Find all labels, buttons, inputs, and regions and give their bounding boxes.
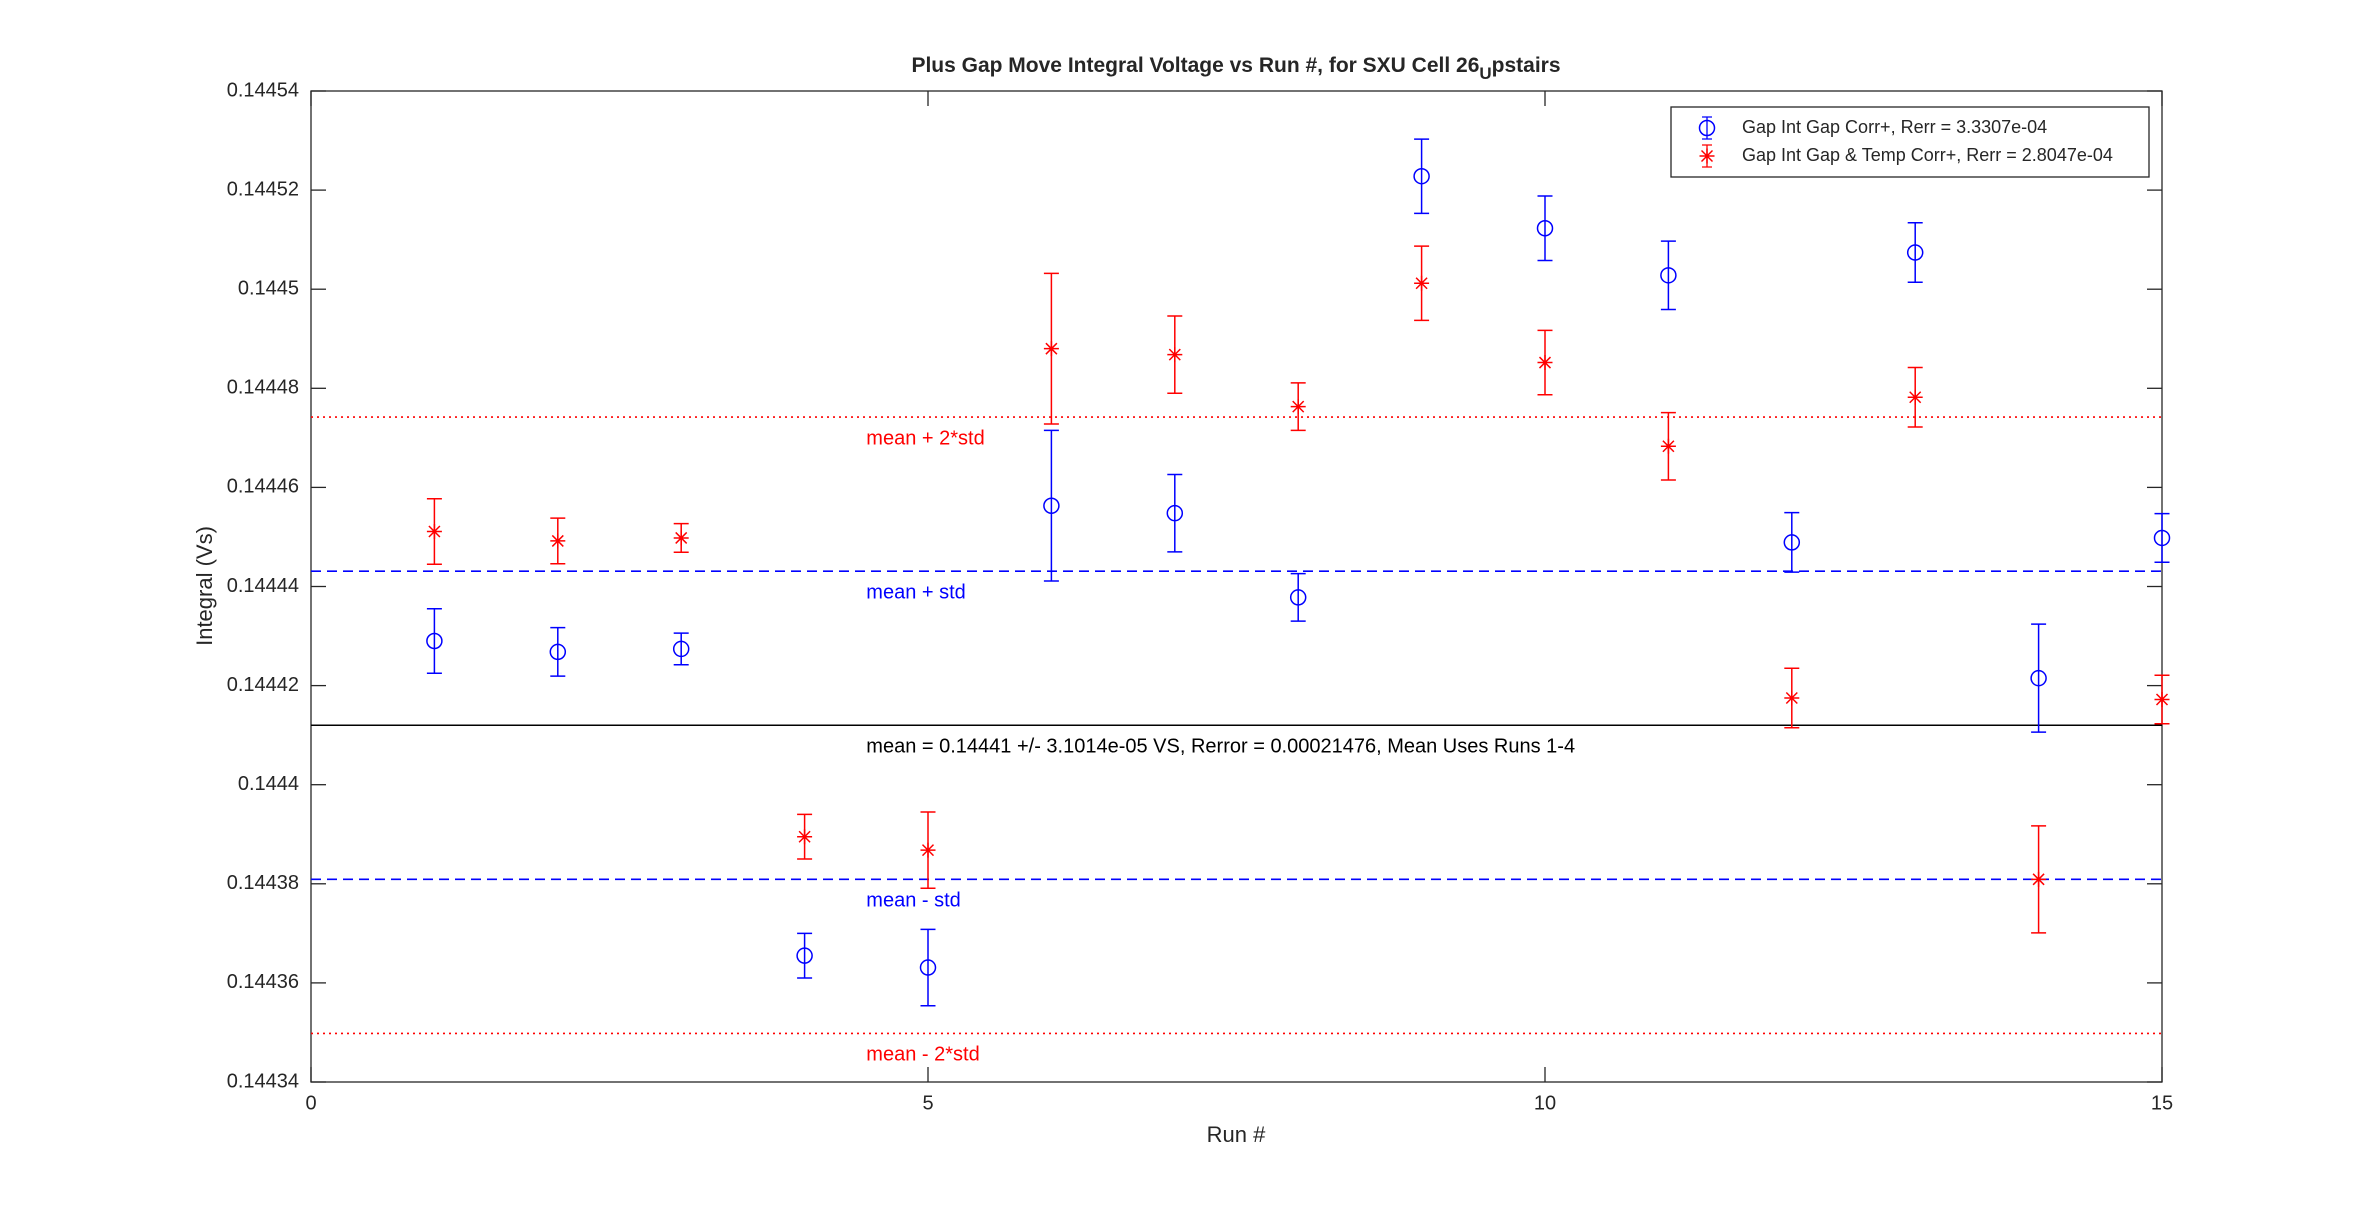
y-tick-label: 0.14436 [227, 971, 299, 993]
y-tick-label: 0.14444 [227, 575, 299, 597]
data-point [2030, 669, 2047, 687]
error-bar [2031, 623, 2047, 733]
error-bar [550, 626, 566, 677]
reference-label: mean + 2*std [866, 427, 984, 449]
error-bar [673, 632, 689, 666]
data-point [2031, 871, 2047, 887]
data-point [1783, 534, 1801, 551]
data-point [1414, 275, 1430, 291]
data-point [1906, 244, 1924, 261]
y-tick-label: 0.14448 [227, 377, 299, 399]
x-tick-label: 10 [1534, 1092, 1556, 1114]
reference-label: mean = 0.14441 +/- 3.1014e-05 VS, Rerror… [866, 736, 1575, 758]
data-point [672, 640, 690, 658]
data-point [1537, 355, 1553, 371]
reference-label: mean - 2*std [866, 1044, 979, 1066]
y-tick-label: 0.1445 [238, 277, 299, 299]
data-point [426, 524, 442, 539]
data-point [1043, 341, 1059, 357]
data-point [1167, 347, 1183, 363]
x-tick-label: 0 [305, 1092, 316, 1114]
y-tick-label: 0.14434 [227, 1070, 299, 1092]
data-point [2153, 529, 2171, 547]
error-bar [797, 932, 813, 979]
y-tick-label: 0.14438 [227, 872, 299, 894]
data-point [673, 530, 689, 546]
data-point [1907, 389, 1923, 405]
error-bar [920, 928, 936, 1007]
error-bar [1290, 572, 1306, 622]
error-bar [1043, 429, 1059, 582]
error-bar [1660, 240, 1676, 311]
error-bar [1414, 138, 1430, 215]
error-bar [1167, 473, 1183, 553]
error-bar [1537, 195, 1553, 262]
title-part: pstairs [1492, 54, 1561, 77]
data-point [1536, 220, 1554, 237]
legend-marker [1698, 119, 1716, 137]
title-part: U [1479, 64, 1491, 83]
title-part: Plus Gap Move Integral Voltage vs Run #,… [911, 54, 1479, 77]
data-point [549, 643, 567, 661]
reference-label: mean + std [866, 581, 966, 603]
data-point [919, 959, 937, 976]
y-axis-label: Integral (Vs) [192, 526, 217, 646]
x-tick-label: 5 [922, 1092, 933, 1114]
data-point [1166, 504, 1184, 522]
y-tick-label: 0.14446 [227, 476, 299, 498]
legend-label: Gap Int Gap Corr+, Rerr = 3.3307e-04 [1742, 117, 2047, 137]
error-bar [426, 608, 442, 674]
data-point [1413, 167, 1430, 185]
reference-label: mean - std [866, 890, 960, 912]
data-point [426, 632, 443, 650]
y-tick-label: 0.14442 [227, 674, 299, 696]
data-point [550, 533, 566, 549]
data-point [2154, 691, 2170, 707]
y-tick-label: 0.14452 [227, 178, 299, 200]
data-point [1289, 589, 1307, 606]
data-point [1660, 438, 1676, 454]
y-tick-label: 0.1444 [238, 773, 299, 795]
data-point [1290, 399, 1306, 415]
y-tick-label: 0.14454 [227, 79, 299, 101]
legend-box [1670, 106, 2150, 178]
chart-title: Plus Gap Move Integral Voltage vs Run #,… [911, 54, 1560, 84]
data-point [1660, 267, 1677, 284]
x-axis-label: Run # [1207, 1122, 1266, 1147]
error-bar [2154, 512, 2170, 563]
data-point [1043, 497, 1060, 514]
error-bar [1907, 222, 1923, 284]
error-bar [1784, 511, 1800, 573]
data-point [1784, 690, 1800, 706]
legend-marker [1699, 148, 1715, 164]
x-tick-label: 15 [2151, 1092, 2173, 1114]
data-point [796, 947, 813, 964]
legend-label: Gap Int Gap & Temp Corr+, Rerr = 2.8047e… [1742, 145, 2113, 165]
data-point [920, 842, 936, 858]
data-point [797, 829, 813, 845]
